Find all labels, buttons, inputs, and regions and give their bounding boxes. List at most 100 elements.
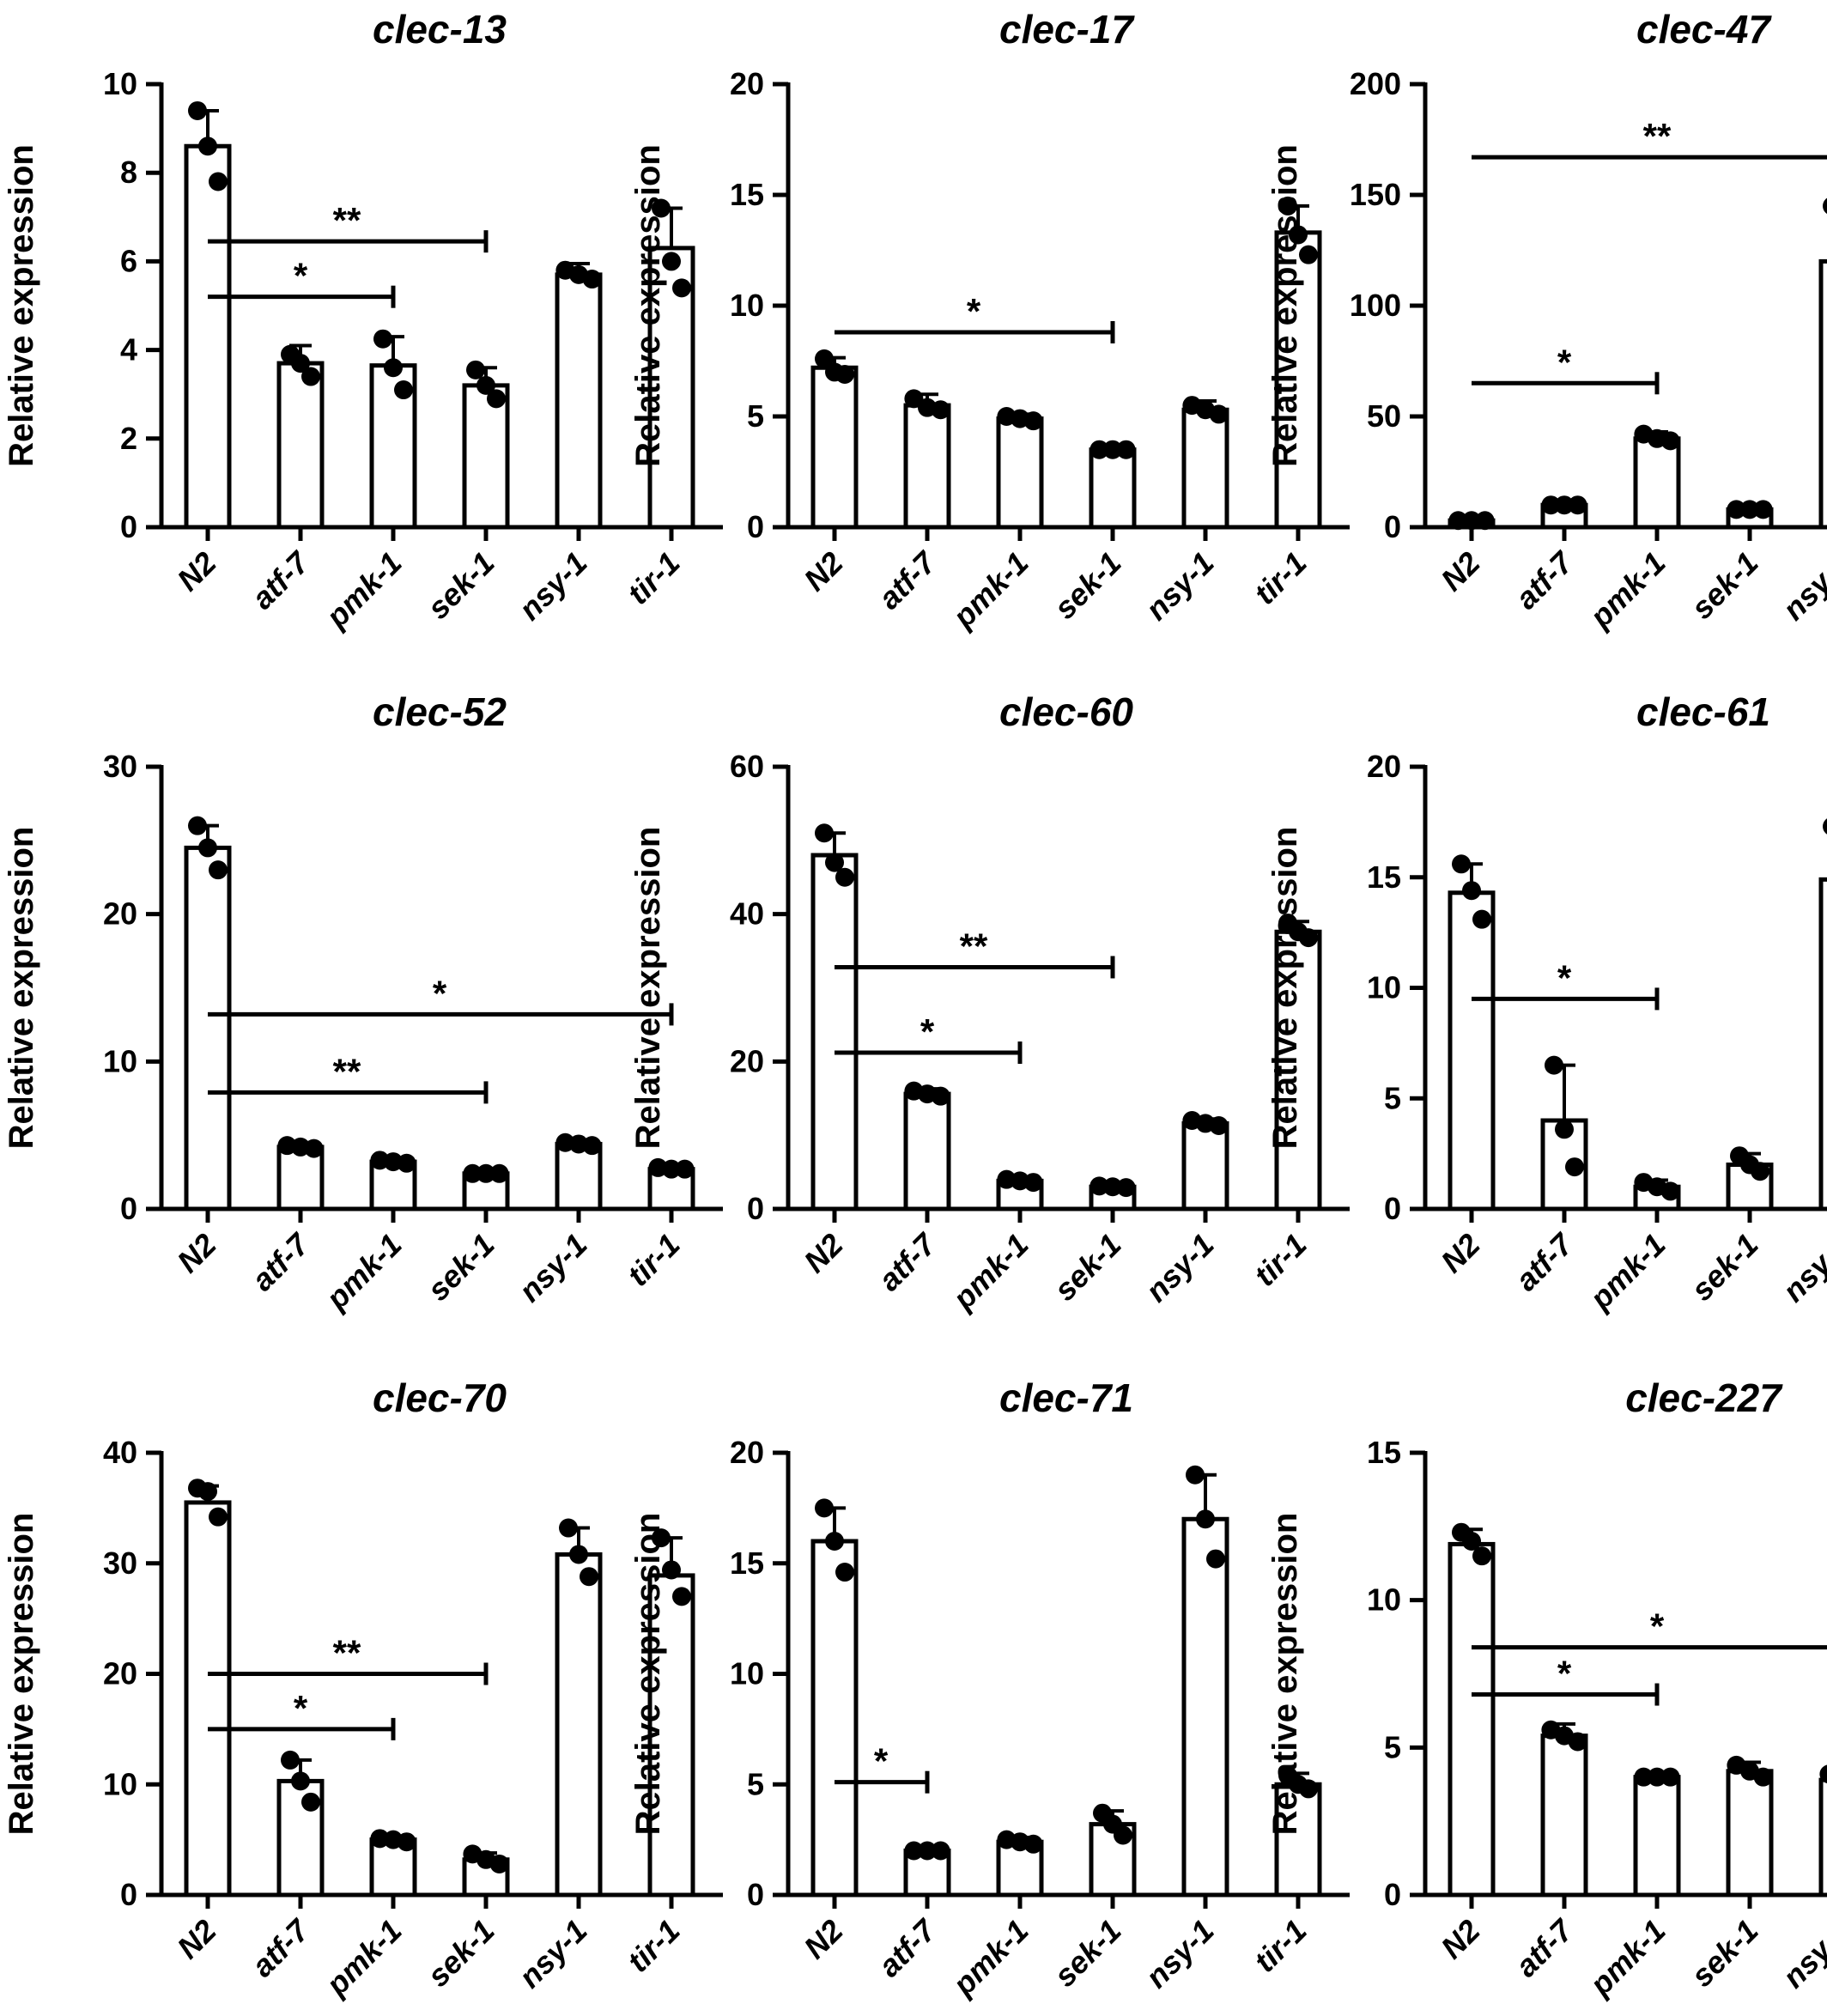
data-point	[209, 1507, 228, 1527]
x-tick-label: nsy-1	[1138, 1227, 1220, 1309]
x-tick-label: pmk-1	[1582, 1913, 1672, 2003]
chart-panel-clec-60: clec-60 Relative expression 0 20 40 60 N2 atf-7…	[629, 689, 1350, 1316]
data-point	[931, 1086, 950, 1106]
y-tick-label: 20	[730, 66, 764, 101]
data-point	[394, 380, 413, 400]
chart-title: clec-52	[373, 689, 507, 734]
y-tick-label: 4	[120, 332, 137, 367]
significance-label: *	[1650, 1606, 1665, 1647]
data-point	[1209, 404, 1229, 424]
x-tick-label: N2	[1434, 1913, 1487, 1966]
data-point	[304, 1139, 324, 1158]
chart-title: clec-13	[373, 7, 507, 52]
y-tick-label: 0	[1384, 1191, 1401, 1226]
x-tick-label: tir-1	[621, 545, 687, 611]
significance-label: *	[874, 1741, 889, 1782]
data-point	[672, 278, 691, 298]
data-point	[931, 1841, 950, 1861]
bar-N2	[184, 845, 232, 1211]
y-tick-label: 100	[1350, 288, 1401, 323]
data-point	[904, 389, 924, 409]
data-point	[662, 1560, 681, 1580]
data-point	[662, 1159, 681, 1179]
y-tick-label: 5	[747, 1766, 764, 1801]
chart-title: clec-71	[999, 1375, 1133, 1420]
data-point	[1740, 500, 1759, 519]
data-point	[1648, 1767, 1666, 1787]
x-tick-label: tir-1	[621, 1227, 687, 1293]
x-tick-label: tir-1	[1247, 545, 1314, 611]
y-tick-label: 2	[120, 421, 137, 456]
data-point	[384, 358, 403, 378]
data-point	[1660, 1767, 1680, 1787]
data-point	[301, 367, 320, 386]
data-point	[1448, 511, 1468, 531]
data-point	[291, 1771, 310, 1791]
chart-panel-clec-227: clec-227 Relative expression 0 5 10 15 N2 atf-7…	[1266, 1375, 1827, 2002]
data-point	[815, 1498, 834, 1518]
significance-label: *	[433, 973, 447, 1013]
y-axis-label: Relative expression	[1266, 827, 1304, 1150]
data-point	[569, 1545, 588, 1564]
chart-title: clec-227	[1625, 1375, 1783, 1420]
data-point	[1819, 1764, 1827, 1783]
data-point	[463, 1163, 483, 1183]
y-axis-label: Relative expression	[629, 144, 667, 467]
y-tick-label: 0	[1384, 1877, 1401, 1912]
x-tick-label: sek-1	[421, 1227, 501, 1308]
significance-label: *	[1557, 1654, 1572, 1694]
x-tick-label: nsy-1	[1138, 545, 1220, 627]
x-tick-label: pmk-1	[319, 545, 409, 635]
data-point	[1462, 1532, 1481, 1551]
chart-title: clec-70	[373, 1375, 507, 1420]
bar-N2	[810, 853, 859, 1211]
data-point	[209, 860, 228, 880]
bar-nsy-1	[1818, 877, 1827, 1211]
data-point	[662, 252, 681, 271]
data-point	[1753, 1767, 1773, 1787]
significance-label: **	[333, 1633, 361, 1673]
data-point	[1116, 1178, 1136, 1198]
bar-nsy-1	[1181, 1120, 1229, 1211]
significance-label: *	[294, 256, 308, 296]
significance-label: **	[1643, 116, 1672, 156]
data-point	[835, 1563, 854, 1582]
data-point	[1023, 1834, 1043, 1854]
data-point	[466, 360, 485, 380]
x-tick-label: N2	[797, 545, 850, 598]
x-tick-label: N2	[170, 545, 223, 598]
bar-N2	[1448, 890, 1496, 1211]
y-tick-label: 20	[730, 1043, 764, 1078]
data-point	[1114, 1825, 1132, 1845]
y-tick-label: 40	[730, 896, 764, 932]
data-point	[489, 1854, 509, 1873]
data-point	[397, 1832, 416, 1852]
bar-nsy-1	[1181, 407, 1229, 530]
data-point	[931, 400, 950, 420]
x-tick-label: pmk-1	[319, 1227, 409, 1317]
x-tick-label: tir-1	[1247, 1913, 1314, 1979]
bar-nsy-1	[1818, 1777, 1827, 1898]
data-point	[1541, 495, 1561, 515]
data-point	[835, 867, 854, 887]
data-point	[1299, 1779, 1318, 1799]
y-tick-label: 10	[730, 1656, 764, 1691]
y-tick-label: 5	[1384, 1080, 1401, 1115]
x-tick-label: atf-7	[245, 1225, 317, 1297]
y-axis-label: Relative expression	[629, 827, 667, 1150]
data-point	[1472, 909, 1491, 929]
significance-label: **	[960, 926, 988, 966]
x-tick-label: tir-1	[621, 1913, 687, 1979]
data-point	[675, 1159, 695, 1179]
data-point	[198, 838, 217, 858]
data-point	[1660, 431, 1680, 451]
y-axis-label: Relative expression	[1266, 144, 1304, 467]
x-tick-label: nsy-1	[1138, 1913, 1220, 1995]
data-point	[1475, 511, 1495, 531]
bar-tir-1	[1274, 1782, 1322, 1898]
data-point	[1206, 1549, 1225, 1569]
y-tick-label: 10	[1367, 970, 1401, 1005]
data-point	[188, 816, 207, 835]
y-tick-label: 15	[730, 177, 764, 212]
data-point	[1823, 818, 1827, 835]
